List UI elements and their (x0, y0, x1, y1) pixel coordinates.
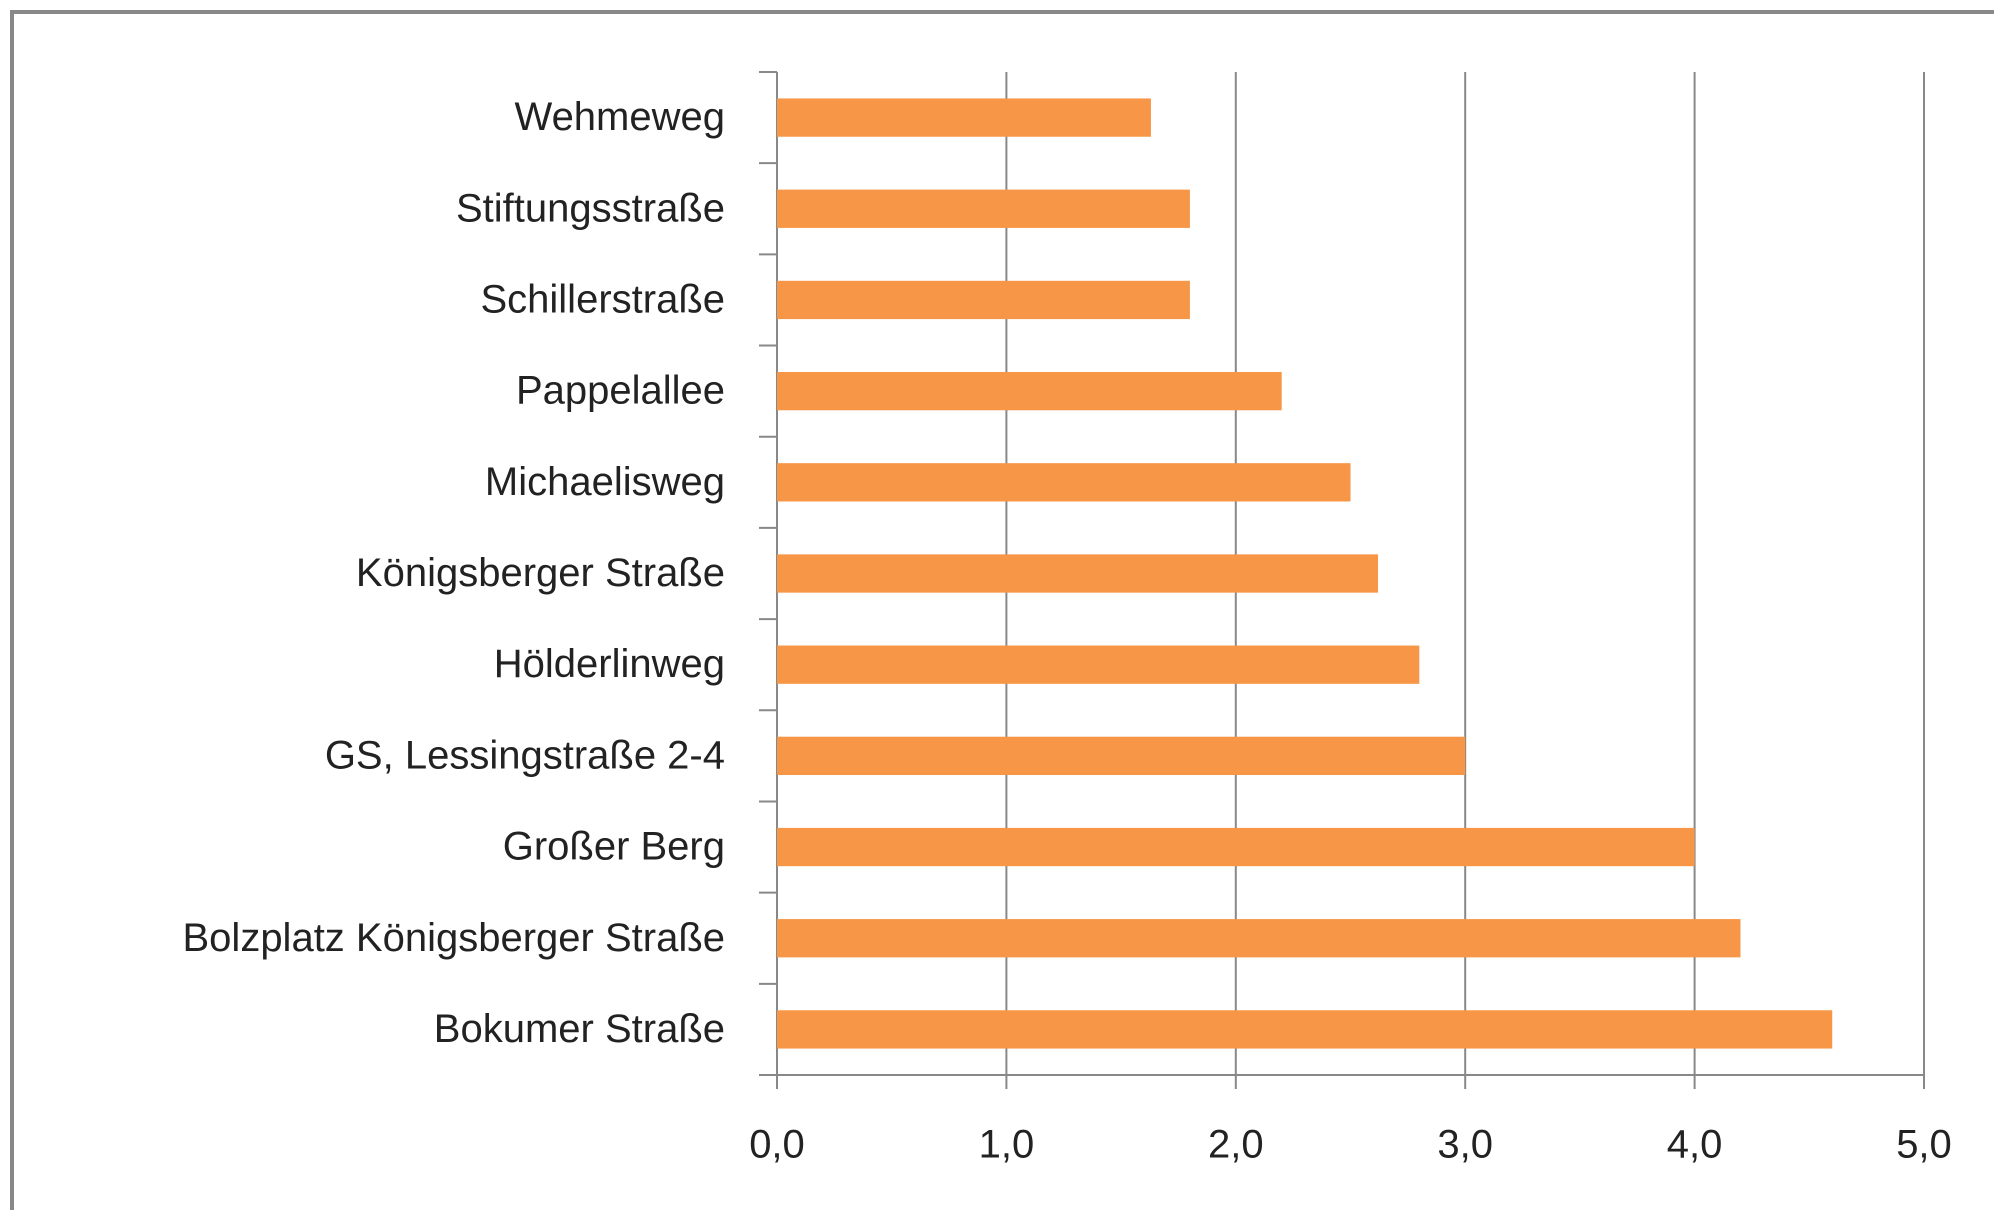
x-tick-label: 4,0 (1667, 1123, 1723, 1167)
bar (777, 554, 1379, 593)
x-tick-label: 3,0 (1437, 1123, 1493, 1167)
bar (777, 919, 1741, 958)
x-tick-label: 5,0 (1896, 1123, 1952, 1167)
x-tick-label: 0,0 (749, 1123, 805, 1167)
y-tick-label: GS, Lessingstraße 2-4 (325, 733, 725, 777)
y-tick-label: Hölderlinweg (494, 642, 725, 686)
bar (777, 645, 1420, 684)
y-tick-label: Schillerstraße (480, 278, 725, 322)
bar (777, 189, 1190, 228)
chart-frame (10, 10, 1994, 1210)
y-tick-label: Michaelisweg (485, 460, 725, 504)
bar (777, 280, 1190, 320)
y-tick-label: Pappelallee (516, 369, 725, 413)
y-tick-label: Stiftungsstraße (456, 186, 725, 230)
bar (777, 463, 1351, 502)
bar (777, 827, 1695, 867)
bar (777, 371, 1282, 411)
bar (777, 1010, 1833, 1049)
x-tick-label: 2,0 (1208, 1123, 1264, 1167)
y-tick-label: Bokumer Straße (434, 1007, 725, 1051)
y-tick-label: Bolzplatz Königsberger Straße (183, 916, 726, 960)
y-tick-label: Königsberger Straße (356, 551, 725, 595)
y-tick-label: Großer Berg (503, 825, 725, 869)
bar (777, 98, 1151, 137)
x-tick-label: 1,0 (979, 1123, 1035, 1167)
y-tick-label: Wehmeweg (515, 95, 725, 139)
bar (777, 736, 1466, 776)
